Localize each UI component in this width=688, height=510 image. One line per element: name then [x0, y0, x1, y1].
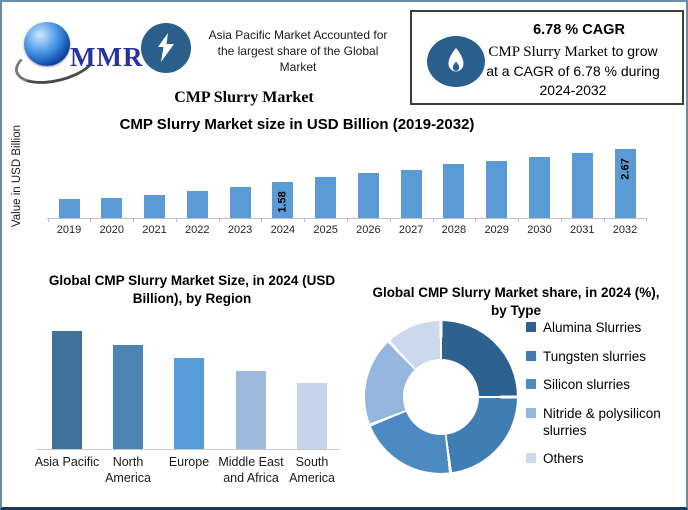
region-plot — [2, 331, 347, 449]
axis-tick — [389, 218, 391, 222]
x-tick-label-2024: 2024 — [270, 224, 296, 236]
type-share-donut — [365, 321, 517, 473]
x-tick-label-2020: 2020 — [99, 224, 124, 236]
region-label-3: Middle East and Africa — [218, 455, 284, 485]
cagr-box: 6.78 % CAGR CMP Slurry Market to grow at… — [410, 10, 684, 105]
x-tick-label-2032: 2032 — [612, 224, 638, 236]
bar-value-label-2024: 1.58 — [276, 191, 289, 213]
legend-item-tungsten-slurries: Tungsten slurries — [526, 348, 684, 365]
legend-label: Nitride & polysilicon slurries — [543, 405, 661, 438]
region-x-axis — [37, 449, 340, 450]
axis-tick — [603, 218, 605, 222]
market-size-bar-2020 — [101, 198, 123, 218]
x-tick-label-2028: 2028 — [441, 224, 467, 236]
x-tick-label-2019: 2019 — [56, 224, 82, 236]
region-label-1: North America — [105, 455, 151, 485]
x-tick-label-2026: 2026 — [356, 224, 381, 236]
axis-tick — [175, 218, 177, 222]
market-size-x-labels: 2019 2020 2021 2022 2023 2024 2025 2026 2027 2028… — [2, 224, 686, 240]
cagr-title: 6.78 % CAGR — [533, 22, 625, 38]
axis-tick — [646, 218, 648, 222]
type-share-legend: Alumina Slurries Tungsten slurries Silicon… — [526, 319, 684, 479]
region-bar-asia-pacific — [52, 331, 82, 449]
market-size-bar-2024: 1.58 — [272, 182, 294, 218]
legend-marker — [526, 453, 536, 463]
market-size-bar-2021 — [144, 195, 166, 218]
market-size-chart-title: CMP Slurry Market size in USD Billion (2… — [119, 116, 475, 133]
bar-value-label-2032: 2.67 — [619, 158, 631, 180]
cagr-line2: at a CAGR of 6.78 % during — [486, 63, 660, 79]
axis-tick — [218, 218, 220, 222]
legend-marker — [526, 379, 536, 389]
legend-item-others: Others — [526, 450, 684, 467]
market-size-bar-2030 — [528, 157, 550, 218]
region-bar-europe — [174, 358, 204, 449]
region-bar-middle-east-and-africa — [236, 371, 266, 449]
legend-item-alumina-slurries: Alumina Slurries — [526, 319, 684, 336]
x-tick-label-2022: 2022 — [185, 224, 210, 236]
cagr-market-name: CMP Slurry Market — [488, 44, 608, 60]
market-size-bar-2022 — [186, 191, 208, 218]
cagr-line1-rest: to grow — [607, 43, 658, 59]
axis-tick — [133, 218, 135, 222]
market-size-bar-2026 — [357, 173, 379, 218]
x-tick-label-2030: 2030 — [527, 224, 552, 236]
globe-icon — [24, 22, 70, 66]
lightning-badge — [141, 23, 191, 73]
axis-tick — [518, 218, 520, 222]
type-share-chart-title: Global CMP Slurry Market share, in 2024 … — [372, 285, 660, 318]
logo-text: MMR — [70, 42, 144, 72]
region-bar-north-america — [113, 345, 143, 449]
region-label-4: South America — [289, 455, 335, 485]
axis-tick — [432, 218, 434, 222]
region-bar-south-america — [297, 383, 327, 449]
flame-icon — [448, 47, 464, 71]
market-size-plot: 1.58 2.67 — [2, 132, 686, 218]
donut-hole — [403, 359, 479, 435]
flame-badge — [427, 36, 485, 87]
legend-marker — [526, 322, 536, 332]
market-size-bar-2028 — [443, 164, 465, 218]
legend-marker — [526, 407, 536, 418]
legend-label: Others — [543, 451, 584, 466]
market-size-bar-2032: 2.67 — [614, 149, 636, 218]
legend-marker — [526, 350, 536, 361]
legend-label: Alumina Slurries — [543, 320, 642, 335]
axis-tick — [347, 218, 348, 222]
legend-label: Tungsten slurries — [543, 348, 647, 364]
axis-tick — [90, 218, 92, 222]
cagr-description: CMP Slurry Market to grow at a CAGR of 6… — [468, 42, 678, 100]
axis-tick — [47, 218, 49, 222]
market-size-bar-2027 — [400, 170, 422, 218]
x-tick-label-2023: 2023 — [227, 224, 253, 236]
region-label-0: Asia Pacific — [34, 455, 100, 469]
axis-tick — [475, 218, 477, 222]
market-size-bar-2029 — [486, 161, 508, 218]
header-highlight-text: Asia Pacific Market Accounted for the la… — [208, 28, 388, 74]
axis-tick — [560, 218, 562, 222]
x-tick-label-2029: 2029 — [484, 224, 509, 236]
legend-item-silicon-slurries: Silicon slurries — [526, 376, 684, 393]
market-size-bar-2019 — [58, 199, 80, 218]
market-name-title: CMP Slurry Market — [174, 89, 314, 106]
mmr-logo: MMR — [10, 16, 148, 92]
x-tick-label-2025: 2025 — [313, 224, 338, 236]
x-tick-label-2027: 2027 — [398, 224, 424, 236]
x-tick-label-2021: 2021 — [142, 224, 167, 236]
market-size-bar-2023 — [229, 187, 251, 218]
market-size-bar-2025 — [315, 177, 337, 218]
x-tick-label-2031: 2031 — [569, 224, 595, 236]
axis-tick — [304, 218, 306, 222]
legend-item-nitride-polysilicon-slurries: Nitride & polysilicon slurries — [526, 405, 684, 439]
region-label-2: Europe — [168, 455, 210, 469]
axis-tick — [261, 218, 263, 222]
lightning-bolt-icon — [158, 33, 174, 62]
legend-label: Silicon slurries — [543, 377, 631, 392]
cagr-line3: 2024-2032 — [539, 82, 607, 98]
region-chart-title: Global CMP Slurry Market Size, in 2024 (… — [48, 273, 336, 306]
market-size-bar-2031 — [571, 153, 593, 218]
